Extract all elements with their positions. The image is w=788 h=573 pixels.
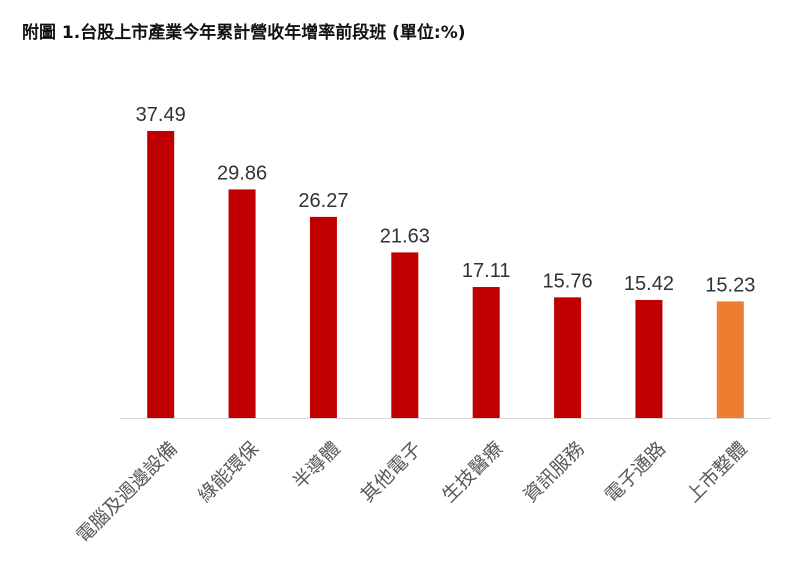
data-label-2: 29.86 bbox=[217, 162, 267, 184]
bar-4 bbox=[391, 252, 419, 418]
category-label-8: 上市整體 bbox=[682, 438, 751, 507]
category-label-7: 電子通路 bbox=[601, 438, 670, 507]
data-label-8: 15.23 bbox=[705, 274, 755, 296]
bar-3 bbox=[309, 216, 337, 418]
category-label-6: 資訊服務 bbox=[519, 438, 588, 507]
bar-7 bbox=[635, 299, 663, 418]
category-label-4: 其他電子 bbox=[357, 438, 426, 507]
bar-6 bbox=[554, 297, 582, 418]
data-label-7: 15.42 bbox=[624, 273, 674, 295]
chart-title: 附圖 1.台股上市產業今年累計營收年增率前段班 (單位:%) bbox=[22, 23, 466, 43]
bar-8 bbox=[716, 301, 744, 418]
category-label-1: 電腦及週邊設備 bbox=[72, 438, 182, 548]
data-label-5: 17.11 bbox=[462, 260, 511, 282]
data-label-1: 37.49 bbox=[136, 104, 186, 126]
data-label-6: 15.76 bbox=[543, 270, 593, 292]
bar-2 bbox=[228, 189, 256, 418]
bar-5 bbox=[472, 287, 500, 418]
category-label-5: 生技醫療 bbox=[438, 438, 507, 507]
data-label-3: 26.27 bbox=[298, 190, 348, 212]
category-label-2: 綠能環保 bbox=[194, 438, 263, 507]
data-label-4: 21.63 bbox=[380, 225, 430, 247]
bar-1 bbox=[147, 131, 175, 418]
category-label-3: 半導體 bbox=[289, 438, 345, 494]
